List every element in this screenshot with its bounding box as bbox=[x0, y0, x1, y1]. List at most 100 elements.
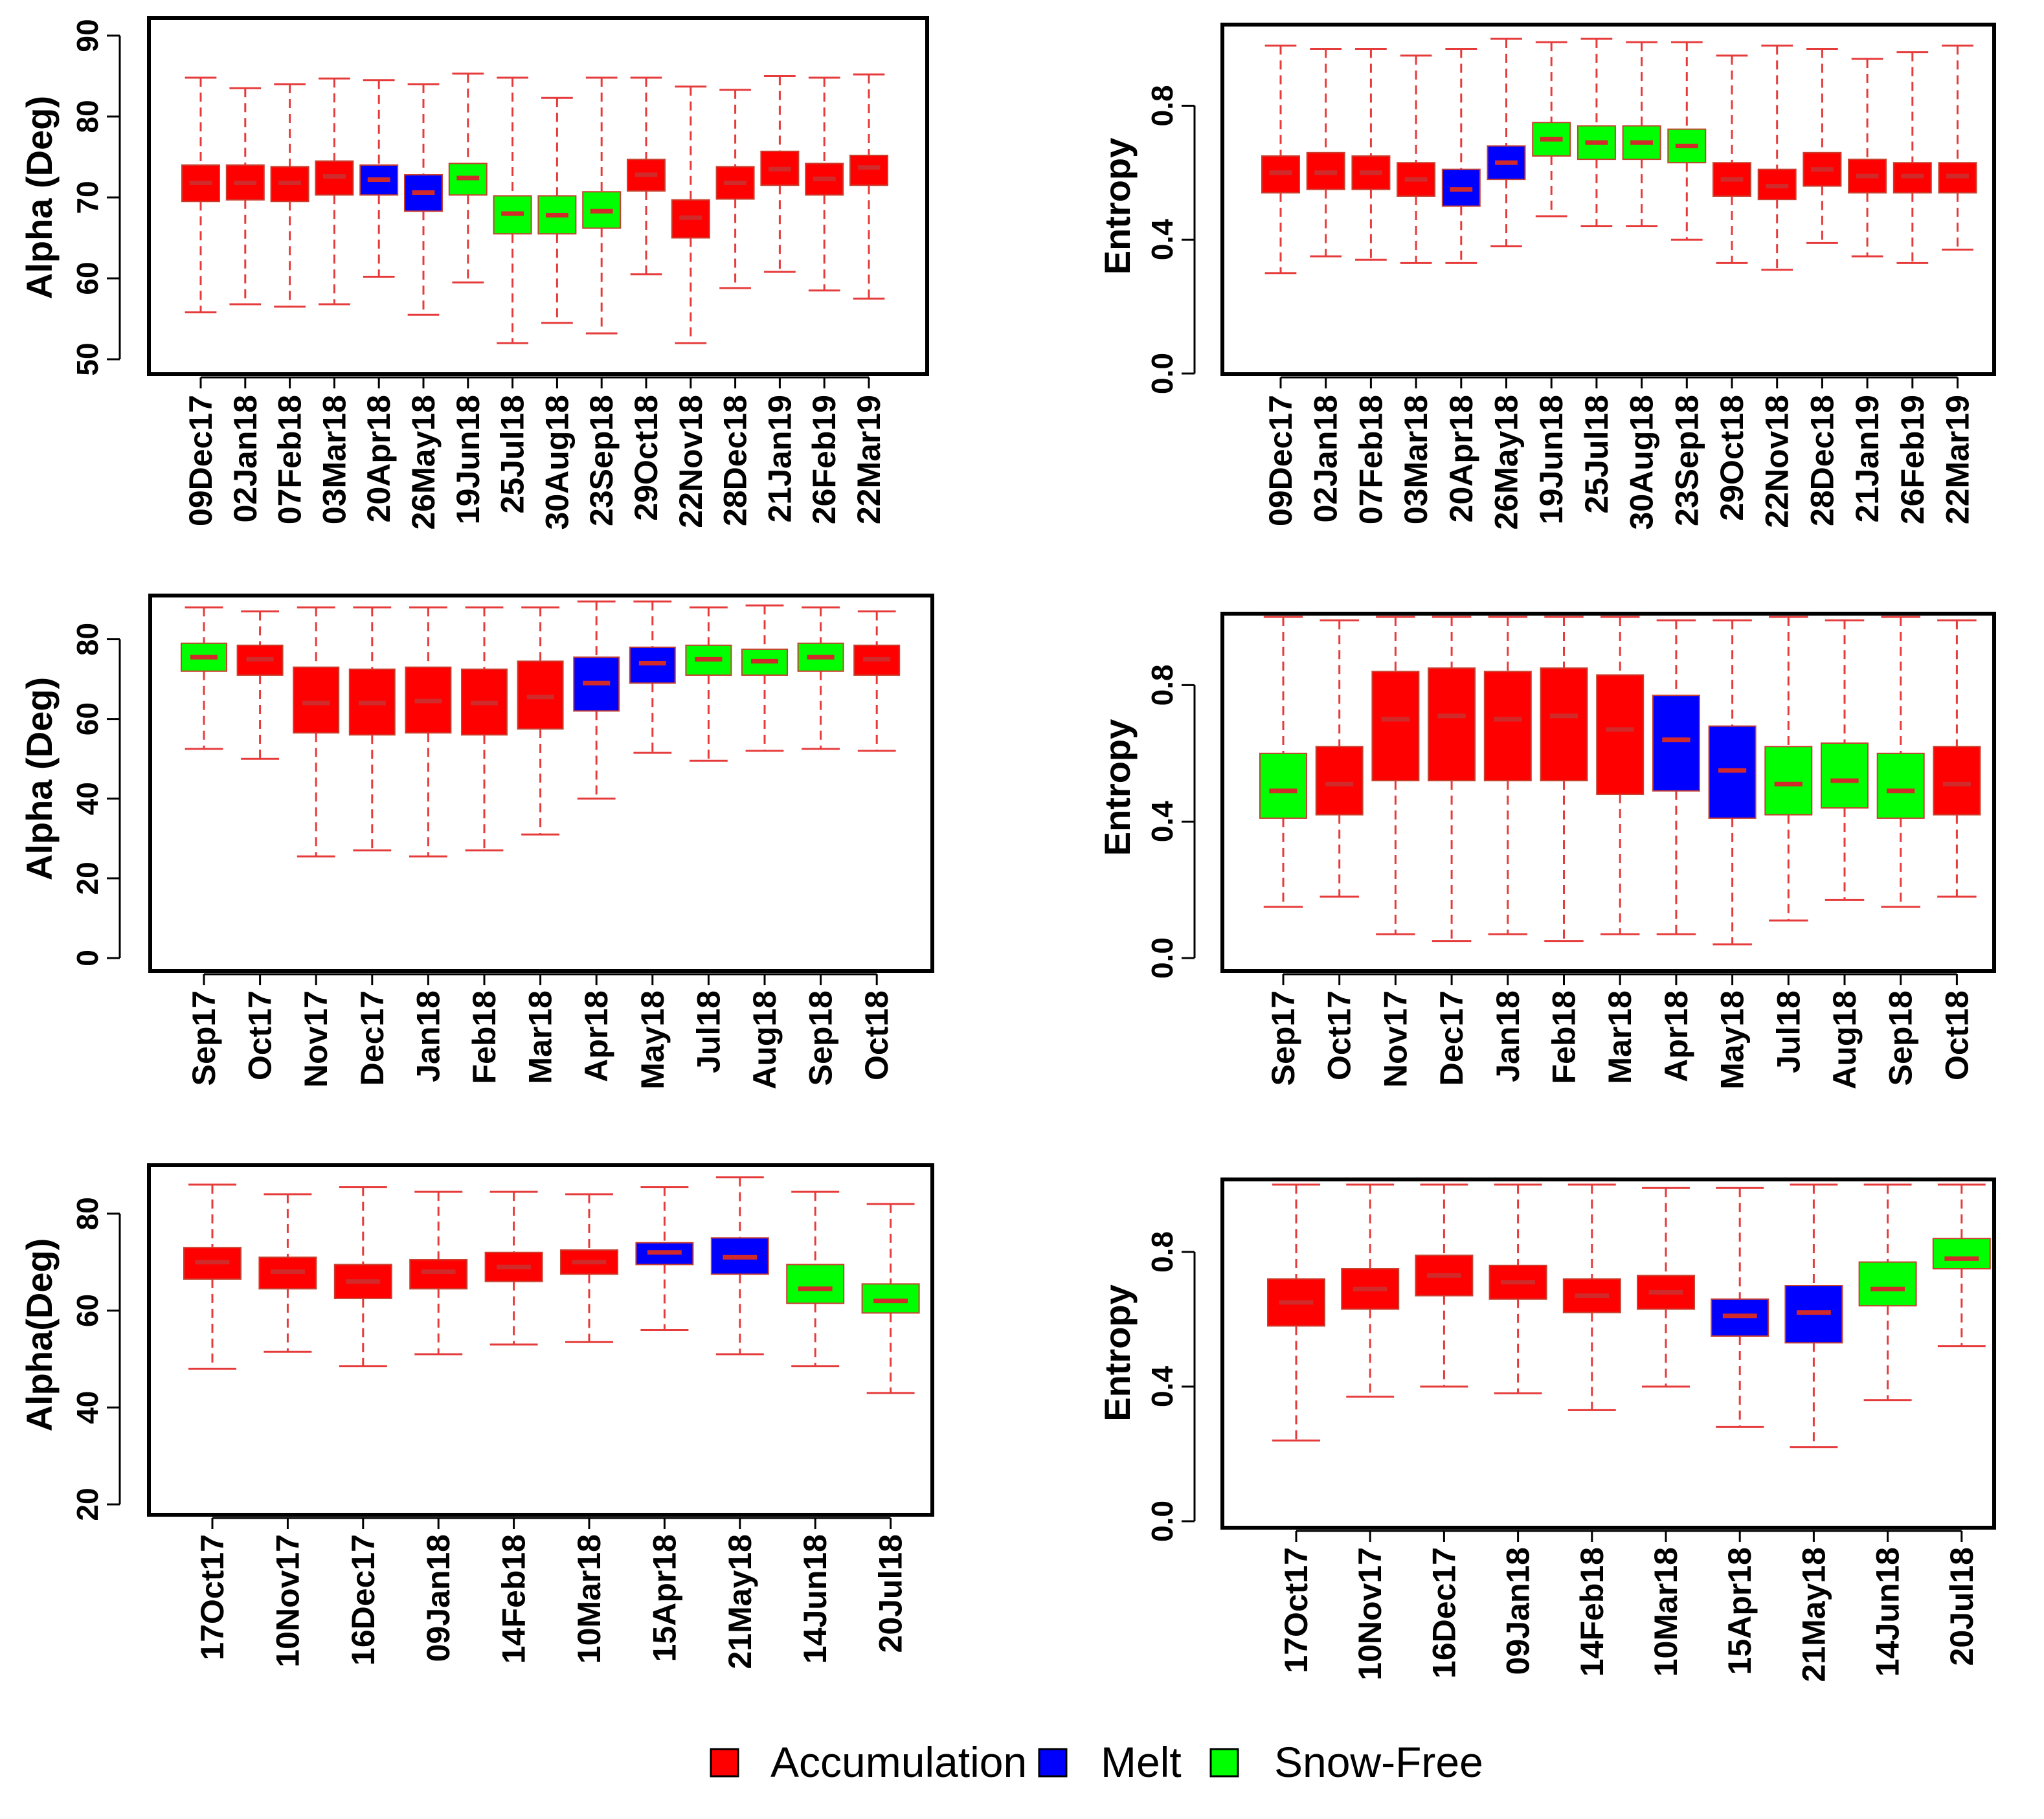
box-14Jun18 bbox=[1858, 1183, 1917, 1401]
box-21May18 bbox=[710, 1176, 769, 1356]
y-axis-label: Entropy bbox=[1097, 138, 1138, 275]
box-22Mar19 bbox=[1938, 44, 1977, 251]
box-26Feb19 bbox=[1892, 51, 1932, 264]
x-tick-label: 29Oct18 bbox=[628, 395, 664, 521]
plot-frame bbox=[147, 16, 929, 376]
box-29Oct18 bbox=[627, 76, 666, 276]
box-07Feb18 bbox=[270, 83, 309, 308]
y-tick-label: 80 bbox=[71, 1197, 104, 1230]
iqr-box bbox=[1858, 1261, 1917, 1307]
box-Sep17 bbox=[181, 606, 227, 750]
x-tick-label: 30Aug18 bbox=[539, 395, 575, 530]
x-tick-label: 07Feb18 bbox=[272, 395, 308, 524]
box-07Feb18 bbox=[1351, 48, 1391, 261]
y-tick-label: 40 bbox=[71, 1391, 104, 1424]
box-20Jul18 bbox=[1932, 1183, 1991, 1348]
x-tick-label: 15Apr18 bbox=[1722, 1547, 1758, 1675]
y-tick-label: 0.0 bbox=[1145, 353, 1179, 394]
box-17Oct17 bbox=[1267, 1183, 1325, 1442]
box-22Nov18 bbox=[1757, 44, 1797, 271]
box-Apr18 bbox=[1652, 619, 1700, 935]
box-Aug18 bbox=[741, 604, 788, 752]
x-tick-label: 03Mar18 bbox=[316, 395, 352, 524]
box-May18 bbox=[1708, 619, 1757, 946]
x-tick-label: 25Jul18 bbox=[1578, 395, 1615, 513]
iqr-box bbox=[225, 164, 265, 201]
box-25Jul18 bbox=[493, 76, 532, 344]
box-Mar18 bbox=[517, 606, 564, 836]
iqr-box bbox=[359, 164, 399, 196]
box-16Dec17 bbox=[1415, 1183, 1474, 1388]
x-tick-label: Dec17 bbox=[1433, 990, 1470, 1086]
iqr-box bbox=[293, 666, 340, 734]
box-28Dec18 bbox=[715, 89, 755, 289]
box-16Dec17 bbox=[333, 1186, 392, 1368]
box-02Jan18 bbox=[225, 87, 265, 306]
x-tick-label: Nov17 bbox=[298, 990, 334, 1088]
iqr-box bbox=[1876, 752, 1925, 819]
x-tick-label: Feb18 bbox=[466, 990, 502, 1084]
x-tick-label: Jul18 bbox=[1770, 990, 1806, 1073]
box-23Sep18 bbox=[1667, 41, 1707, 241]
x-tick-label: 25Jul18 bbox=[495, 395, 531, 513]
x-tick-label: Sep17 bbox=[1265, 990, 1301, 1086]
box-09Dec17 bbox=[181, 76, 220, 313]
x-tick-label: 19Jun18 bbox=[1533, 395, 1569, 524]
x-tick-label: Nov17 bbox=[1377, 990, 1413, 1088]
box-10Nov17 bbox=[258, 1193, 317, 1353]
plot-frame bbox=[1220, 1177, 1996, 1530]
x-tick-label: 14Jun18 bbox=[797, 1534, 833, 1664]
y-axis-label: Entropy bbox=[1097, 719, 1138, 856]
box-02Jan18 bbox=[1306, 48, 1345, 258]
x-tick-label: 09Dec17 bbox=[1263, 395, 1299, 526]
x-tick-label: 14Feb18 bbox=[496, 1534, 532, 1664]
box-03Mar18 bbox=[1397, 54, 1436, 264]
x-tick-label: 20Apr18 bbox=[361, 395, 397, 522]
box-30Aug18 bbox=[537, 96, 577, 324]
box-30Aug18 bbox=[1622, 41, 1661, 228]
x-tick-label: 02Jan18 bbox=[227, 395, 264, 522]
x-tick-label: 22Nov18 bbox=[673, 395, 709, 528]
y-tick-label: 60 bbox=[71, 1294, 104, 1327]
box-09Dec17 bbox=[1261, 44, 1300, 274]
x-tick-label: Sep17 bbox=[186, 990, 222, 1086]
x-tick-label: Sep18 bbox=[803, 990, 839, 1086]
x-tick-label: 29Oct18 bbox=[1714, 395, 1750, 521]
box-10Mar18 bbox=[560, 1193, 618, 1343]
box-21May18 bbox=[1784, 1183, 1843, 1449]
x-tick-label: May18 bbox=[1714, 990, 1751, 1089]
plot-frame bbox=[148, 594, 934, 973]
box-Jan18 bbox=[405, 606, 452, 858]
box-Mar18 bbox=[1596, 616, 1645, 935]
box-Jul18 bbox=[685, 606, 732, 762]
box-15Apr18 bbox=[635, 1186, 694, 1332]
box-28Dec18 bbox=[1803, 48, 1842, 244]
y-tick-label: 80 bbox=[71, 100, 104, 133]
box-20Apr18 bbox=[1441, 48, 1481, 264]
x-tick-label: 20Jul18 bbox=[873, 1534, 909, 1653]
legend-label-accumulation: Accumulation bbox=[770, 1738, 1027, 1786]
box-Feb18 bbox=[1540, 616, 1588, 943]
x-tick-label: 21May18 bbox=[722, 1534, 758, 1669]
box-10Mar18 bbox=[1637, 1187, 1695, 1388]
iqr-box bbox=[1821, 742, 1869, 809]
iqr-box bbox=[1428, 667, 1476, 781]
x-tick-label: Oct18 bbox=[859, 990, 895, 1080]
y-tick-label: 40 bbox=[71, 782, 104, 815]
y-tick-label: 50 bbox=[71, 342, 104, 375]
iqr-box bbox=[493, 195, 532, 235]
y-tick-label: 80 bbox=[71, 623, 104, 656]
x-tick-label: 14Feb18 bbox=[1574, 1547, 1610, 1677]
box-Oct18 bbox=[1933, 619, 1981, 898]
box-14Feb18 bbox=[484, 1190, 543, 1346]
box-29Oct18 bbox=[1713, 54, 1751, 264]
x-tick-label: 16Dec17 bbox=[345, 1534, 381, 1666]
y-axis-label: Alpha (Deg) bbox=[19, 677, 60, 880]
x-tick-label: Apr18 bbox=[578, 990, 614, 1082]
x-tick-label: Mar18 bbox=[1602, 990, 1638, 1084]
box-15Apr18 bbox=[1711, 1187, 1769, 1428]
